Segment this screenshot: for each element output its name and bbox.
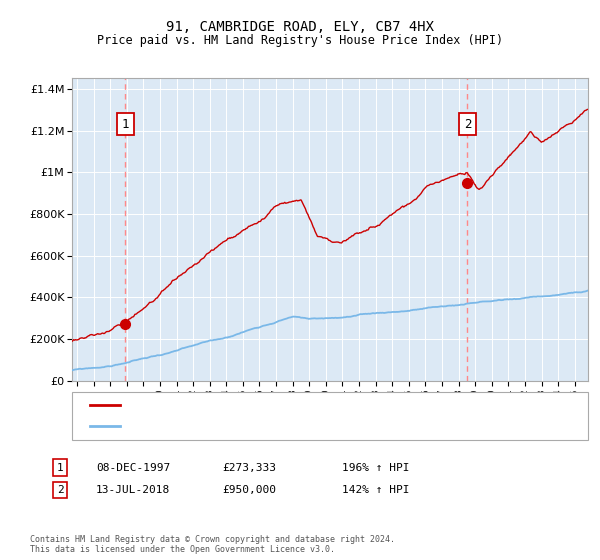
- Text: 196% ↑ HPI: 196% ↑ HPI: [342, 463, 409, 473]
- Text: 142% ↑ HPI: 142% ↑ HPI: [342, 485, 409, 495]
- Text: 2: 2: [56, 485, 64, 495]
- Text: 1: 1: [122, 118, 129, 131]
- Text: £273,333: £273,333: [222, 463, 276, 473]
- Text: 91, CAMBRIDGE ROAD, ELY, CB7 4HX (detached house): 91, CAMBRIDGE ROAD, ELY, CB7 4HX (detach…: [126, 400, 432, 410]
- Text: Contains HM Land Registry data © Crown copyright and database right 2024.
This d: Contains HM Land Registry data © Crown c…: [30, 535, 395, 554]
- Text: 2: 2: [464, 118, 471, 131]
- Text: Price paid vs. HM Land Registry's House Price Index (HPI): Price paid vs. HM Land Registry's House …: [97, 34, 503, 46]
- Text: HPI: Average price, detached house, East Cambridgeshire: HPI: Average price, detached house, East…: [126, 421, 470, 431]
- Text: 13-JUL-2018: 13-JUL-2018: [96, 485, 170, 495]
- Text: £950,000: £950,000: [222, 485, 276, 495]
- Text: 08-DEC-1997: 08-DEC-1997: [96, 463, 170, 473]
- Text: 91, CAMBRIDGE ROAD, ELY, CB7 4HX: 91, CAMBRIDGE ROAD, ELY, CB7 4HX: [166, 20, 434, 34]
- Text: 1: 1: [56, 463, 64, 473]
